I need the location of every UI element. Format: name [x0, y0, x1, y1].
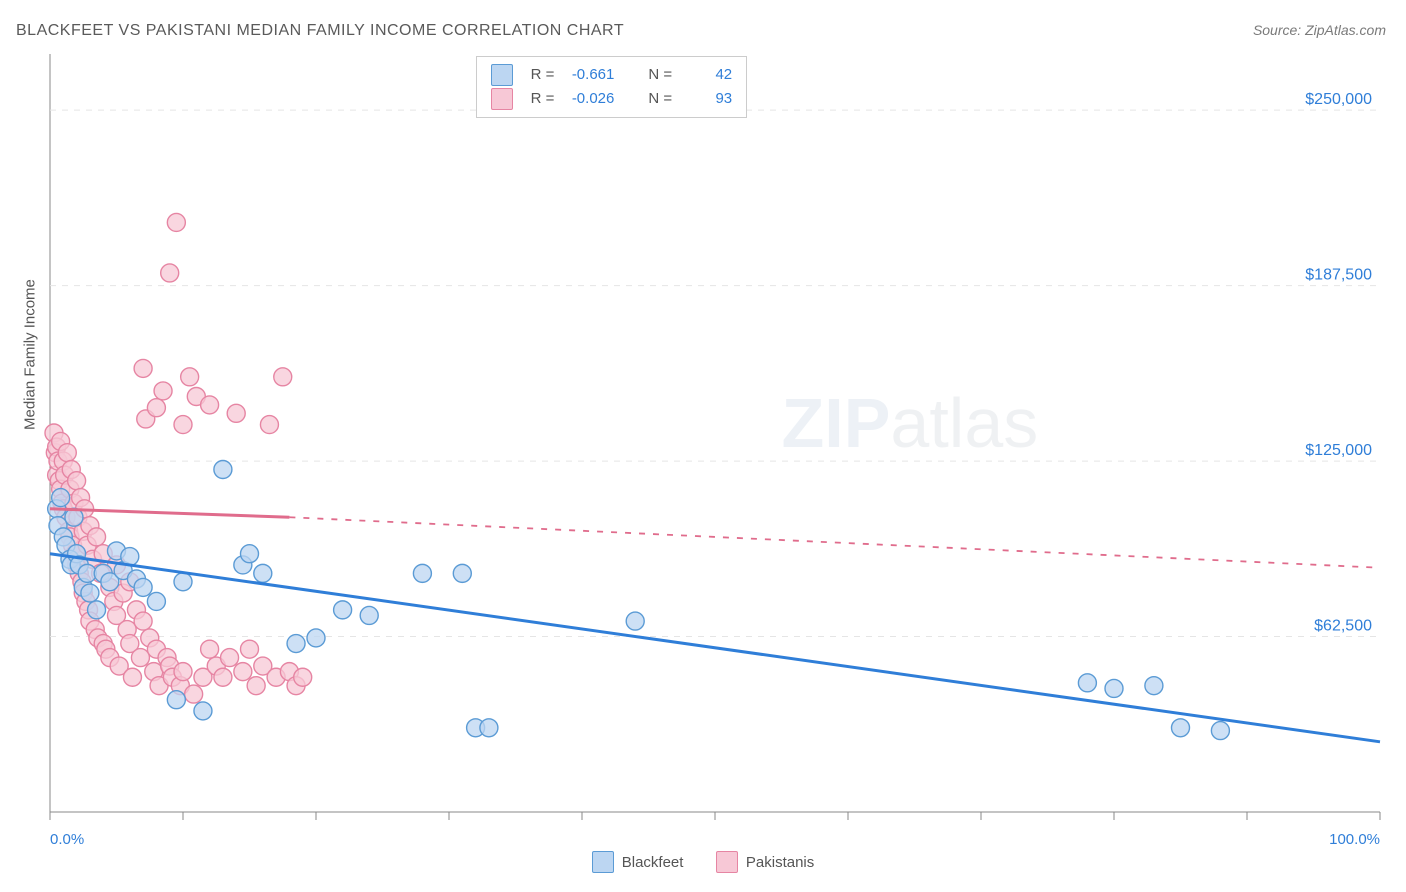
scatter-chart: $62,500 $125,000 $187,500 $250,000 ZIPatlas [0, 0, 1406, 892]
svg-text:$187,500: $187,500 [1305, 267, 1372, 284]
legend-label: Blackfeet [622, 854, 684, 871]
swatch-icon [491, 64, 513, 86]
correlation-legend: R =-0.661N =42R =-0.026N =93 [476, 56, 748, 118]
correlation-row-pakistanis: R =-0.026N =93 [491, 87, 733, 111]
correlation-row-blackfeet: R =-0.661N =42 [491, 63, 733, 87]
legend-item-pakistanis: Pakistanis [716, 851, 814, 873]
svg-text:$62,500: $62,500 [1314, 618, 1372, 635]
x-axis-max-label: 100.0% [1329, 831, 1380, 848]
svg-text:ZIPatlas: ZIPatlas [782, 384, 1039, 462]
swatch-icon [491, 88, 513, 110]
svg-text:$125,000: $125,000 [1305, 442, 1372, 459]
legend-item-blackfeet: Blackfeet [592, 851, 684, 873]
x-axis-min-label: 0.0% [50, 831, 84, 848]
swatch-icon [716, 851, 738, 873]
series-legend: Blackfeet Pakistanis [0, 851, 1406, 878]
legend-label: Pakistanis [746, 854, 814, 871]
svg-text:$250,000: $250,000 [1305, 91, 1372, 108]
swatch-icon [592, 851, 614, 873]
